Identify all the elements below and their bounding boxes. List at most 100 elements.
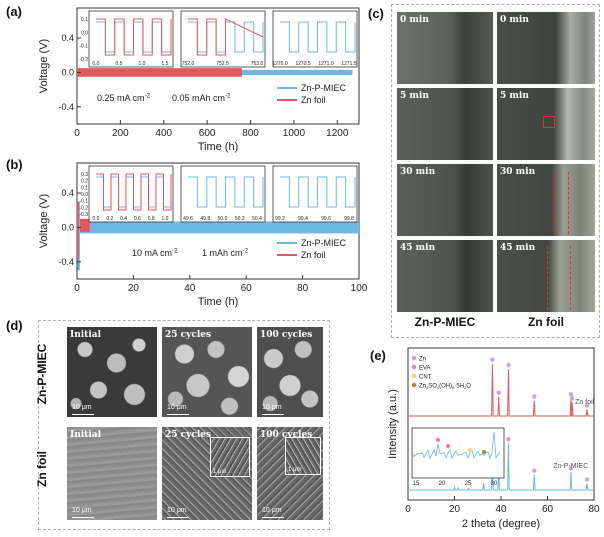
y-tick-label: 0.0: [61, 67, 74, 77]
x-tick-label: 200: [112, 128, 129, 139]
x-tick-label: 40: [184, 283, 196, 294]
panel-e-chart: Zn foil Zn-P-MIEC 15 20 25 30 Zn EVA CNT Zn4SO4(O…: [387, 347, 600, 530]
inset-y-tick-label: 0.0: [81, 192, 88, 198]
inset-curve: [96, 173, 172, 211]
legend-label: Zn4SO4(OH)6·5H2O: [419, 384, 471, 391]
x-tick-label: 40: [495, 504, 507, 515]
scale-label: 10 μm: [262, 404, 282, 411]
peak-marker: [569, 396, 575, 401]
sem-title: 25 cycles: [165, 330, 212, 340]
capacity-annotation: 1 mAh cm-2: [202, 248, 249, 258]
inset-frame: [180, 10, 266, 68]
x-tick-label: 20: [128, 283, 140, 294]
inset-scale-label: 1 μm: [288, 467, 302, 473]
sem-title: Initial: [70, 430, 101, 440]
x-tick-label: 80: [297, 283, 309, 294]
inset-frame: [88, 10, 174, 68]
x-tick-label: 80: [588, 504, 600, 515]
legend-label: EVA: [419, 366, 431, 372]
panel-e-label: (e): [370, 348, 386, 363]
y-axis-label: Voltage (V): [38, 194, 50, 248]
y-tick-label: -0.4: [58, 257, 74, 267]
time-label: 0 min: [500, 15, 529, 25]
time-label: 5 min: [500, 91, 529, 101]
inset-y-tick-label: -0.3: [79, 212, 88, 218]
scale-label: 10 μm: [262, 507, 282, 514]
x-axis-label: Time (h): [198, 141, 239, 153]
time-label: 30 min: [500, 167, 536, 177]
current-density-annotation: 0.25 mA cm-2: [97, 93, 151, 103]
panel-c-micrographs: 0 min 0 min 5 min 5 min 30 min 30 min 45…: [397, 12, 595, 312]
inset-frame: [180, 165, 266, 223]
voltage-inset: 0.0 0.2 0.4 0.6 0.8 1.00.30.20.10.0-0.1-0.2-0…: [79, 165, 174, 223]
x-axis-label: 2 theta (degree): [462, 518, 540, 530]
capacity-annotation: 0.05 mAh cm-2: [172, 93, 231, 103]
peak-marker: [446, 444, 450, 448]
x-axis-label: Time (h): [198, 296, 239, 308]
x-tick-label: 400: [155, 128, 172, 139]
x-tick-label: 0: [405, 504, 411, 515]
time-label: 0 min: [400, 15, 429, 25]
scale-bar: [262, 516, 284, 518]
inset-x-tick-label: 0.0: [93, 216, 100, 222]
y-axis-label: Voltage (V): [38, 39, 50, 93]
d-sem-foil-initial: Initial 10 μm: [67, 427, 157, 520]
inset-x-tick-label: 0.5: [116, 61, 123, 67]
y-tick-label: 0.4: [61, 33, 74, 43]
dendrite-marker: [543, 116, 555, 128]
peak-marker: [568, 466, 574, 471]
inset-y-tick-label: 0.1: [81, 185, 88, 191]
inset-x-tick-label: 0.0: [93, 61, 100, 67]
voltage-inset: 1270.0 1270.5 1271.0 1271.5: [272, 10, 358, 68]
inset-x-tick-label: 50.2: [235, 216, 245, 222]
series-label-zn-p-miec: Zn-P-MIEC: [553, 463, 588, 470]
peak-marker: [482, 450, 486, 454]
inset-x-tick-label: 49.8: [200, 216, 210, 222]
legend-marker: [411, 355, 417, 361]
inset-x-tick-label: 49.6: [183, 216, 193, 222]
time-label: 30 min: [400, 167, 436, 177]
y-tick-label: 0.0: [61, 222, 74, 232]
scale-bar: [167, 413, 189, 415]
c-miec-0min: 0 min: [397, 12, 493, 84]
time-label: 5 min: [400, 91, 429, 101]
legend-label-zn-p-miec: Zn-P-MIEC: [301, 83, 347, 93]
inset-x-tick-label: 0.2: [106, 216, 113, 222]
legend-label-zn-foil: Zn foil: [301, 95, 326, 105]
series-label-zn-foil: Zn foil: [575, 399, 595, 406]
inset-y-tick-label: -0.2: [79, 57, 88, 63]
inset-x-tick-label: 20: [439, 481, 446, 487]
inset-x-tick-label: 752.0: [182, 61, 195, 67]
d-sem-miec-initial: Initial 10 μm: [67, 327, 157, 417]
x-tick-label: 1000: [283, 128, 306, 139]
inset-x-tick-label: 99.8: [344, 216, 354, 222]
scale-bar: [72, 413, 94, 415]
peak-marker: [532, 468, 537, 473]
inset-x-tick-label: 1270.5: [295, 61, 311, 67]
inset-zoom-curve: [413, 431, 501, 460]
scale-label: 10 μm: [167, 507, 187, 514]
legend-label: Zn: [419, 357, 426, 363]
inset-y-tick-label: 0.2: [81, 179, 88, 185]
voltage-inset: 49.6 49.8 50.0 50.2 50.4: [180, 165, 266, 223]
voltage-inset: 752.0 752.5 753.0: [180, 10, 266, 68]
panel-a-label: (a): [6, 4, 22, 19]
c-miec-30min: 30 min: [397, 164, 493, 236]
panel-d-frame: [38, 320, 330, 530]
c-miec-5min: 5 min: [397, 88, 493, 160]
c-foil-0min: 0 min: [497, 12, 595, 84]
inset-x-tick-label: 50.4: [252, 216, 262, 222]
scale-bar: [72, 516, 94, 518]
legend-marker: [411, 364, 417, 370]
legend-label: CNT: [419, 375, 432, 381]
d-sem-foil-25cycles: 25 cycles 10 μm 1 μm: [162, 427, 252, 520]
peak-marker: [496, 390, 501, 395]
peak-marker: [468, 448, 472, 452]
inset-x-tick-label: 1.5: [162, 61, 169, 67]
series-zn-foil: [408, 363, 594, 417]
inset-x-tick-label: 753.0: [251, 61, 264, 67]
inset-x-tick-label: 15: [413, 481, 420, 487]
peak-marker: [532, 394, 537, 399]
c-foil-30min: 30 min: [497, 164, 595, 236]
d-sem-inset: 1 μm: [285, 437, 321, 475]
